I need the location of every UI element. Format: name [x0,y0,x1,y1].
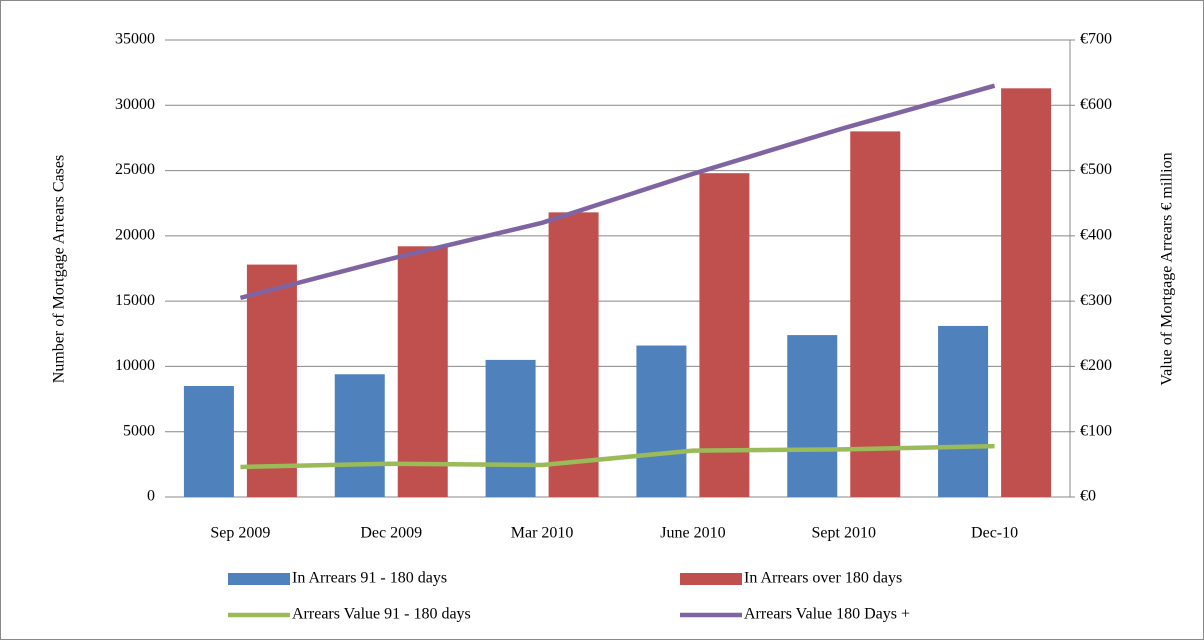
legend-label: In Arrears over 180 days [744,570,902,587]
x-tick-label: Sep 2009 [210,525,270,542]
y-axis-label: Number of Mortgage Arrears Cases [51,155,68,383]
line-series [239,83,996,301]
bar [787,335,838,497]
y-tick-label: 5000 [123,422,155,439]
y-tick-label: 10000 [115,357,155,374]
legend-label: Arrears Value 180 Days + [744,606,910,623]
bar [183,386,234,497]
y2-tick-label: €300 [1080,292,1112,309]
bar [246,264,297,497]
y-tick-label: 15000 [115,292,155,309]
y2-tick-label: €200 [1080,357,1112,374]
y2-tick-label: €500 [1080,161,1112,178]
y2-tick-label: €100 [1080,422,1112,439]
legend-swatch [228,573,290,585]
legend-label: In Arrears 91 - 180 days [292,570,447,587]
y-tick-label: 25000 [115,161,155,178]
x-tick-label: Dec 2009 [360,525,422,542]
bar [548,212,599,497]
y-tick-label: 30000 [115,96,155,113]
x-tick-label: Sept 2010 [812,525,876,542]
y-tick-label: 20000 [115,227,155,244]
bar [699,173,750,497]
bar [1001,88,1052,497]
bar [334,374,385,497]
legend-swatch [680,573,742,585]
line-series [240,443,995,470]
x-tick-label: Mar 2010 [511,525,574,542]
bar [850,131,901,497]
y2-tick-label: €700 [1080,31,1112,48]
legend-label: Arrears Value 91 - 180 days [292,606,471,623]
y2-tick-label: €400 [1080,227,1112,244]
y-tick-label: 0 [147,488,155,505]
bar [938,325,989,497]
x-tick-label: Dec-10 [971,525,1018,542]
y2-axis-label: Value of Mortgage Arrears € million [1159,152,1176,385]
bar [397,246,448,497]
y2-tick-label: €0 [1080,488,1096,505]
x-tick-label: June 2010 [660,525,725,542]
bar [485,359,536,497]
y2-tick-label: €600 [1080,96,1112,113]
y-tick-label: 35000 [115,31,155,48]
bar [636,345,687,497]
